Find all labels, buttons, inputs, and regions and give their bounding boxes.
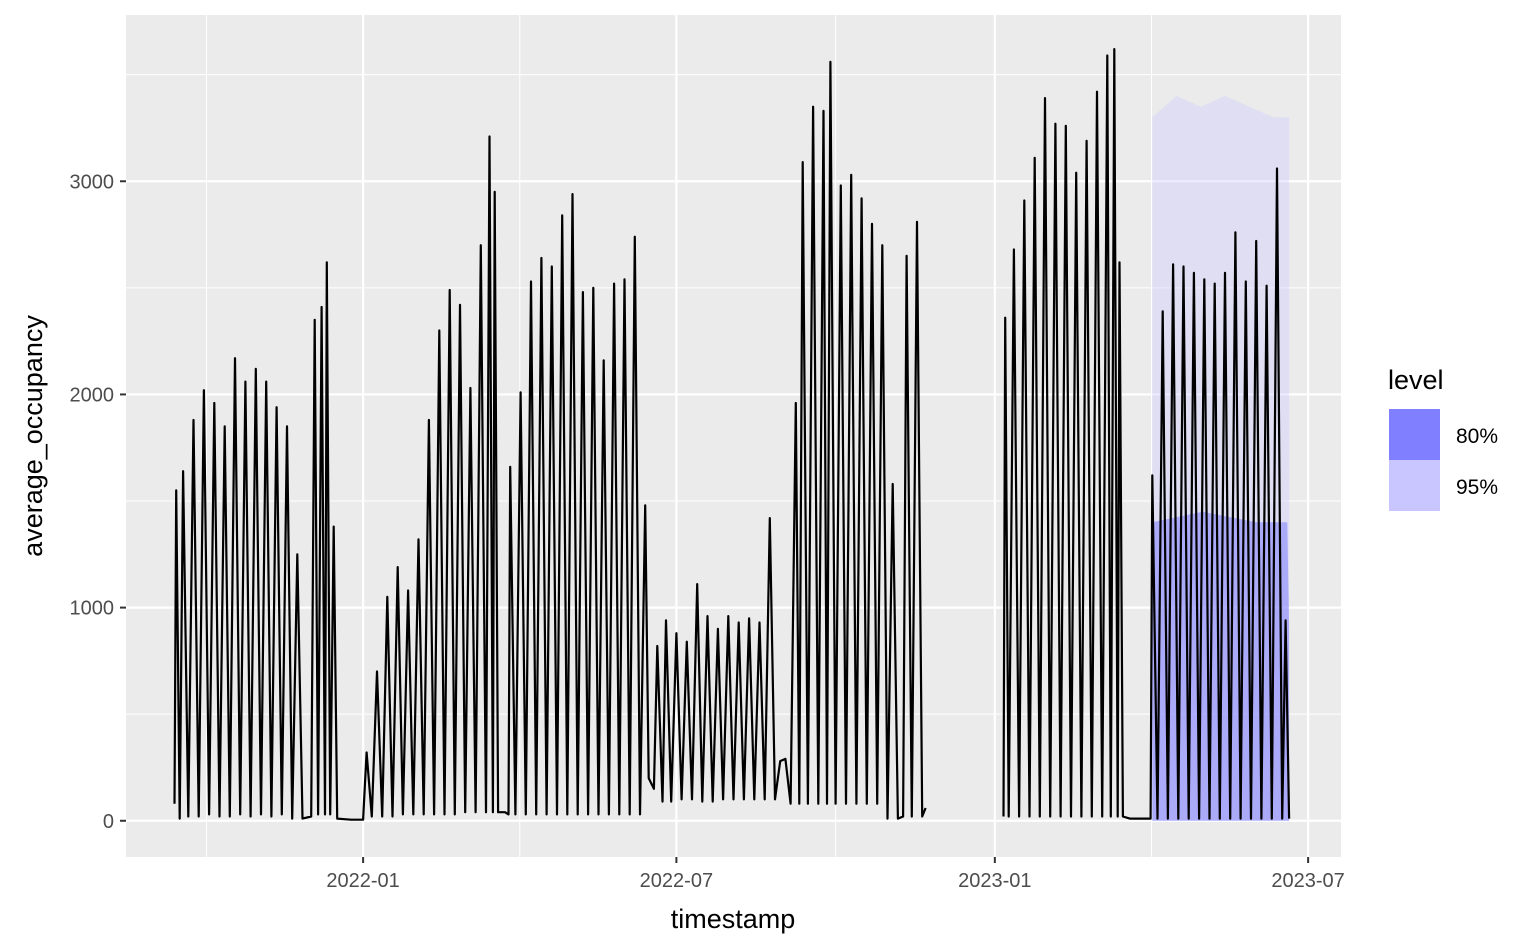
legend-label-80: 80% <box>1456 425 1498 448</box>
legend: level 80% 95% <box>1388 365 1498 511</box>
legend-label-95: 95% <box>1456 476 1498 499</box>
y-tick-label: 1000 <box>70 598 115 620</box>
x-tick-label: 2023-07 <box>1271 870 1344 892</box>
y-axis: 0 1000 2000 3000 <box>70 171 126 833</box>
x-tick-label: 2023-01 <box>958 870 1031 892</box>
y-tick-label: 0 <box>103 811 114 833</box>
legend-key-95 <box>1389 460 1440 511</box>
grid <box>126 15 1341 857</box>
y-tick-label: 2000 <box>70 384 115 406</box>
observed-line <box>173 48 1291 821</box>
legend-title: level <box>1388 365 1444 395</box>
x-tick-label: 2022-01 <box>326 870 399 892</box>
data-series <box>173 48 1291 821</box>
x-axis-title: timestamp <box>671 904 796 934</box>
x-axis: 2022-01 2022-07 2023-01 2023-07 <box>326 857 1345 892</box>
legend-key-80 <box>1389 409 1440 460</box>
x-tick-label: 2022-07 <box>640 870 713 892</box>
y-axis-title: average_occupancy <box>18 315 48 557</box>
y-tick-label: 3000 <box>70 171 115 193</box>
